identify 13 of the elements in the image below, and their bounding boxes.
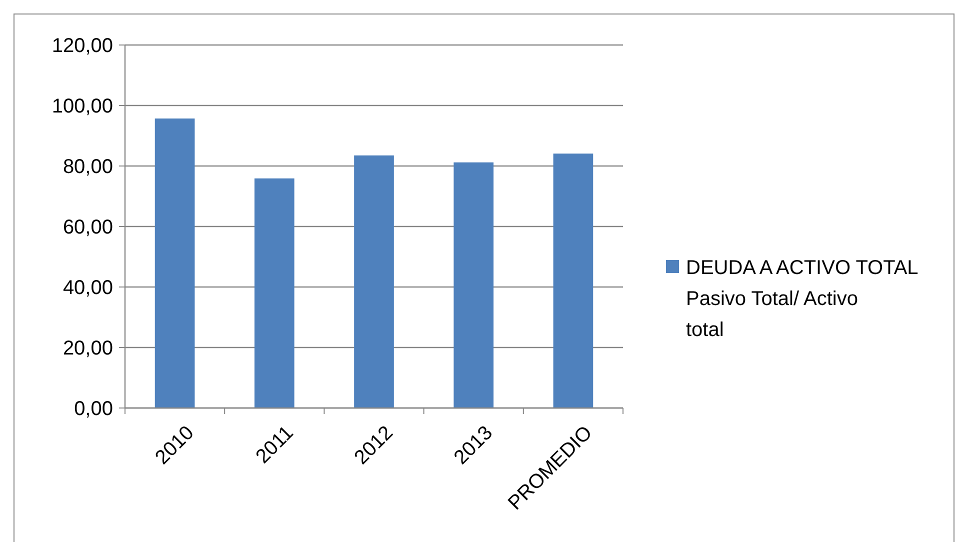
y-tick-label: 40,00: [62, 277, 113, 299]
y-tick-label: 20,00: [62, 338, 113, 360]
bar: [454, 162, 494, 408]
y-tick-label: 60,00: [62, 216, 113, 238]
bar: [154, 118, 195, 408]
y-tick-label: 80,00: [62, 156, 113, 178]
y-tick-label: 0,00: [74, 398, 113, 420]
bar: [354, 155, 394, 408]
bar: [553, 154, 594, 408]
y-tick-label: 100,00: [52, 96, 113, 118]
y-tick-label: 120,00: [52, 35, 113, 57]
legend-label: DEUDA A ACTIVO TOTAL Pasivo Total/ Activo total: [686, 257, 918, 341]
bar: [254, 178, 294, 408]
